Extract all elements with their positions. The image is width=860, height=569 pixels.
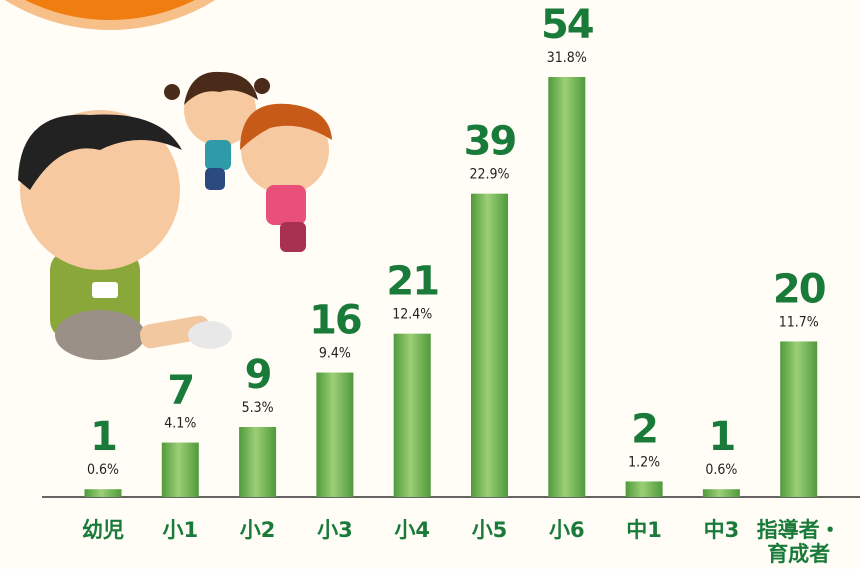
x-tick-label: 小2 xyxy=(239,518,276,542)
x-tick-label: 小3 xyxy=(317,518,353,542)
x-tick-label: 小4 xyxy=(394,518,430,542)
percent-label: 12.4% xyxy=(392,307,432,323)
bar xyxy=(780,341,818,497)
decoration xyxy=(4,0,332,360)
percent-label: 22.9% xyxy=(469,167,509,183)
x-tick-label: 中3 xyxy=(703,518,740,542)
bar xyxy=(84,489,122,497)
x-tick-label: 中1 xyxy=(626,518,662,542)
bar xyxy=(702,489,740,497)
bar xyxy=(239,427,277,497)
bar xyxy=(316,372,354,497)
value-label: 1 xyxy=(90,414,116,460)
x-tick-label: 小6 xyxy=(548,518,585,542)
value-label: 54 xyxy=(541,2,593,48)
x-tick-label: 指導者・育成者 xyxy=(756,518,841,566)
x-tick-label: 幼児 xyxy=(82,518,124,542)
percent-label: 31.8% xyxy=(547,50,587,66)
x-tick-label: 小1 xyxy=(162,518,199,542)
percent-label: 4.1% xyxy=(164,416,196,432)
value-label: 2 xyxy=(631,406,657,452)
x-tick-label: 小5 xyxy=(471,518,508,542)
value-label: 7 xyxy=(167,368,193,414)
percent-label: 9.4% xyxy=(319,346,351,362)
percent-label: 1.2% xyxy=(628,454,660,470)
value-label: 1 xyxy=(708,414,734,460)
percent-label: 5.3% xyxy=(242,400,274,416)
bar xyxy=(471,193,508,497)
bar xyxy=(548,77,586,497)
value-label: 39 xyxy=(464,119,516,165)
value-label: 20 xyxy=(773,266,825,312)
bar xyxy=(625,481,663,497)
percent-label: 0.6% xyxy=(87,462,119,478)
percent-label: 0.6% xyxy=(705,462,737,478)
value-label: 16 xyxy=(309,298,361,344)
bar xyxy=(161,442,199,497)
percent-label: 11.7% xyxy=(779,314,819,330)
value-label: 21 xyxy=(386,259,438,305)
bar xyxy=(393,333,431,497)
value-label: 9 xyxy=(245,352,271,398)
